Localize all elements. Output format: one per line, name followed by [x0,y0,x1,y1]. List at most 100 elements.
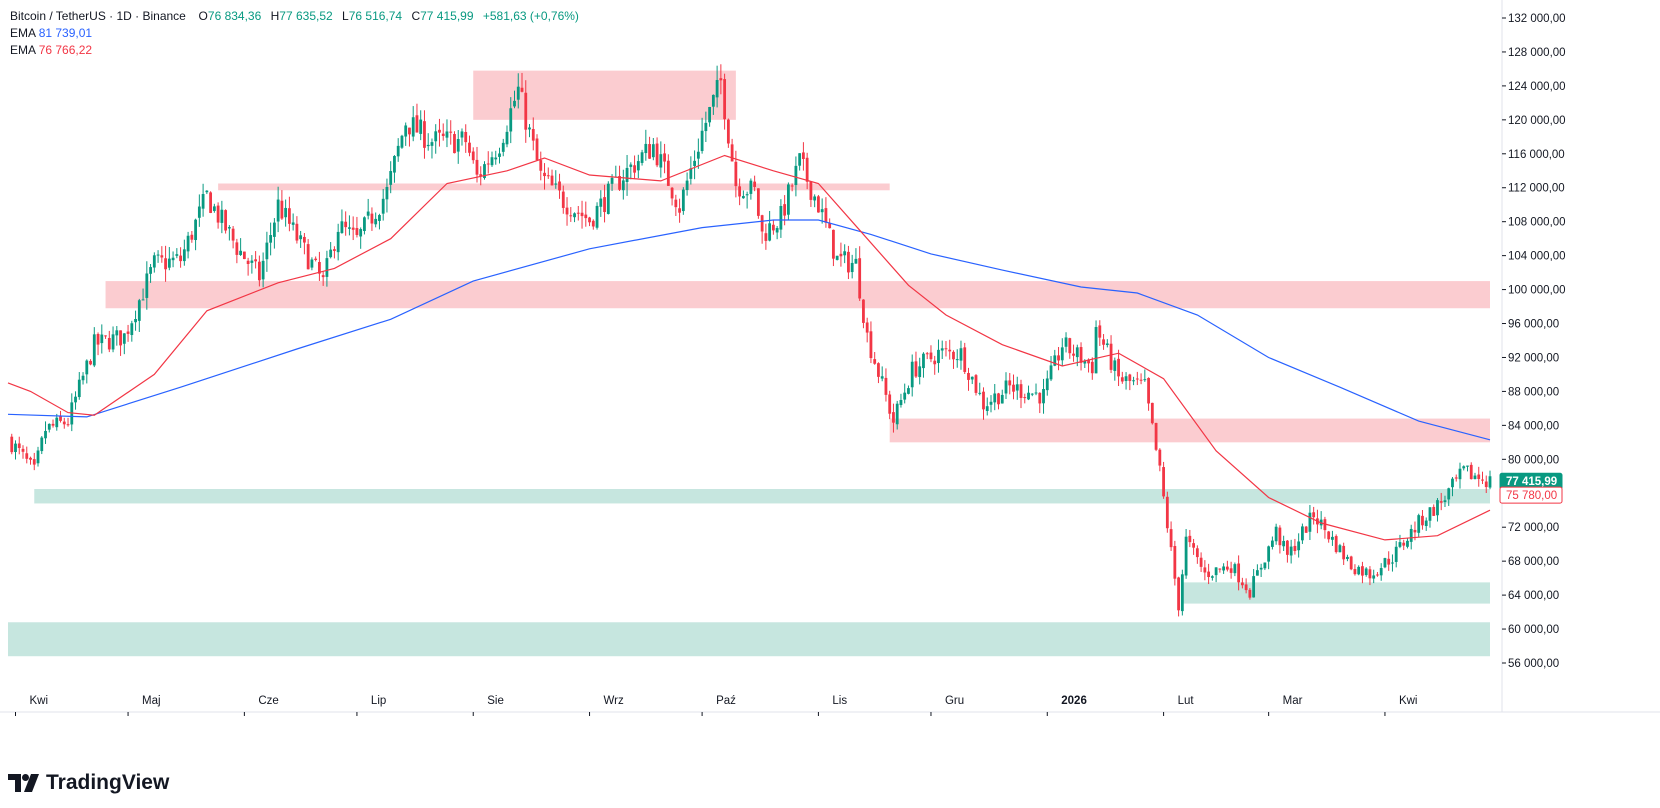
candle-body [828,223,832,229]
candle-body [884,377,888,395]
candle-body [475,159,479,175]
legend-ema-fast-row[interactable]: EMA 76 766,22 [10,42,579,59]
candle-body [892,412,895,423]
candle-body [456,139,460,152]
candle-body [1109,343,1113,370]
candle-body [862,299,865,323]
candle-body [374,218,378,225]
candle-body [952,351,955,360]
candle-body [1285,540,1289,555]
candle-body [1376,574,1379,576]
time-tick-label: 2026 [1061,695,1087,707]
candle-body [719,78,723,81]
candle-body [145,273,149,298]
candle-body [171,257,175,261]
candle-body [1027,392,1030,400]
candle-body [937,349,940,364]
price-tick-label: 64 000,00 [1508,590,1559,602]
candle-body [591,220,595,227]
candle-body [1428,507,1432,521]
candle-body [1338,545,1342,553]
candle-body [1466,465,1469,467]
candle-body [723,79,727,120]
close-label: C [411,9,421,23]
candle-body [1357,566,1361,575]
ema-fast-value: 76 766,22 [38,43,93,57]
candle-body [1057,355,1060,361]
candle-body [167,258,171,268]
candle-body [543,172,546,177]
candle-body [303,236,306,243]
candle-body [1308,512,1312,532]
candle-body [400,135,404,148]
candle-body [1432,506,1436,516]
candle-body [197,206,201,218]
candle-body [1060,347,1064,361]
candle-body [753,181,757,187]
candle-body [1421,515,1424,526]
tradingview-logo[interactable]: TradingView [8,771,169,795]
candle-body [1229,568,1233,573]
candle-body [1053,355,1057,366]
candle-body [832,229,835,259]
candle-body [81,375,85,381]
resistance-zone [218,183,890,191]
ema-layer [7,154,1491,541]
candle-body [1049,365,1053,380]
symbol-title[interactable]: Bitcoin / TetherUS · 1D · Binance [10,9,186,23]
candle-body [359,229,363,237]
candle-body [1087,359,1090,364]
candle-body [1267,546,1271,562]
candle-body [299,235,303,240]
candle-body [989,401,993,405]
price-label-text: 75 780,00 [1506,490,1557,502]
candle-body [1252,576,1256,598]
candle-body [1079,347,1083,363]
candle-body [993,393,997,403]
time-tick-label: Sie [487,695,504,707]
candle-body [1372,575,1376,579]
candle-body [1270,540,1274,547]
candle-body [1158,449,1162,466]
time-tick-label: Lis [832,695,847,707]
candle-body [92,334,96,366]
candle-body [1439,501,1443,503]
candle-body [1469,464,1473,480]
candle-body [235,242,239,255]
candle-body [1117,358,1120,377]
candle-body [59,416,62,421]
candle-body [535,138,539,161]
candle-body [1019,384,1023,398]
candle-body [1409,528,1413,542]
candle-body [363,217,366,232]
candle-body [115,330,119,336]
legend-ema-slow-row[interactable]: EMA 81 739,01 [10,25,579,42]
candle-body [655,143,659,166]
candle-body [700,130,704,152]
candle-body [1000,394,1004,404]
candle-body [554,183,558,185]
candle-body [1289,546,1293,556]
candle-body [134,319,137,323]
candle-body [1102,339,1105,345]
price-tick-label: 132 000,00 [1508,13,1566,25]
candle-body [824,208,828,223]
candle-body [895,403,899,425]
candle-body [1113,360,1117,371]
candle-body [284,207,288,218]
candle-body [809,181,813,200]
candle-body [745,194,749,196]
candle-body [486,163,490,165]
candle-body [1075,347,1079,358]
candle-body [1398,542,1402,547]
candle-body [681,189,685,212]
candle-body [1210,576,1214,578]
candle-body [588,217,591,223]
candle-body [224,210,228,231]
candle-body [295,223,299,241]
candle-body [325,258,329,277]
candle-body [464,131,468,143]
candle-body [1147,378,1150,404]
candle-body [355,228,359,235]
